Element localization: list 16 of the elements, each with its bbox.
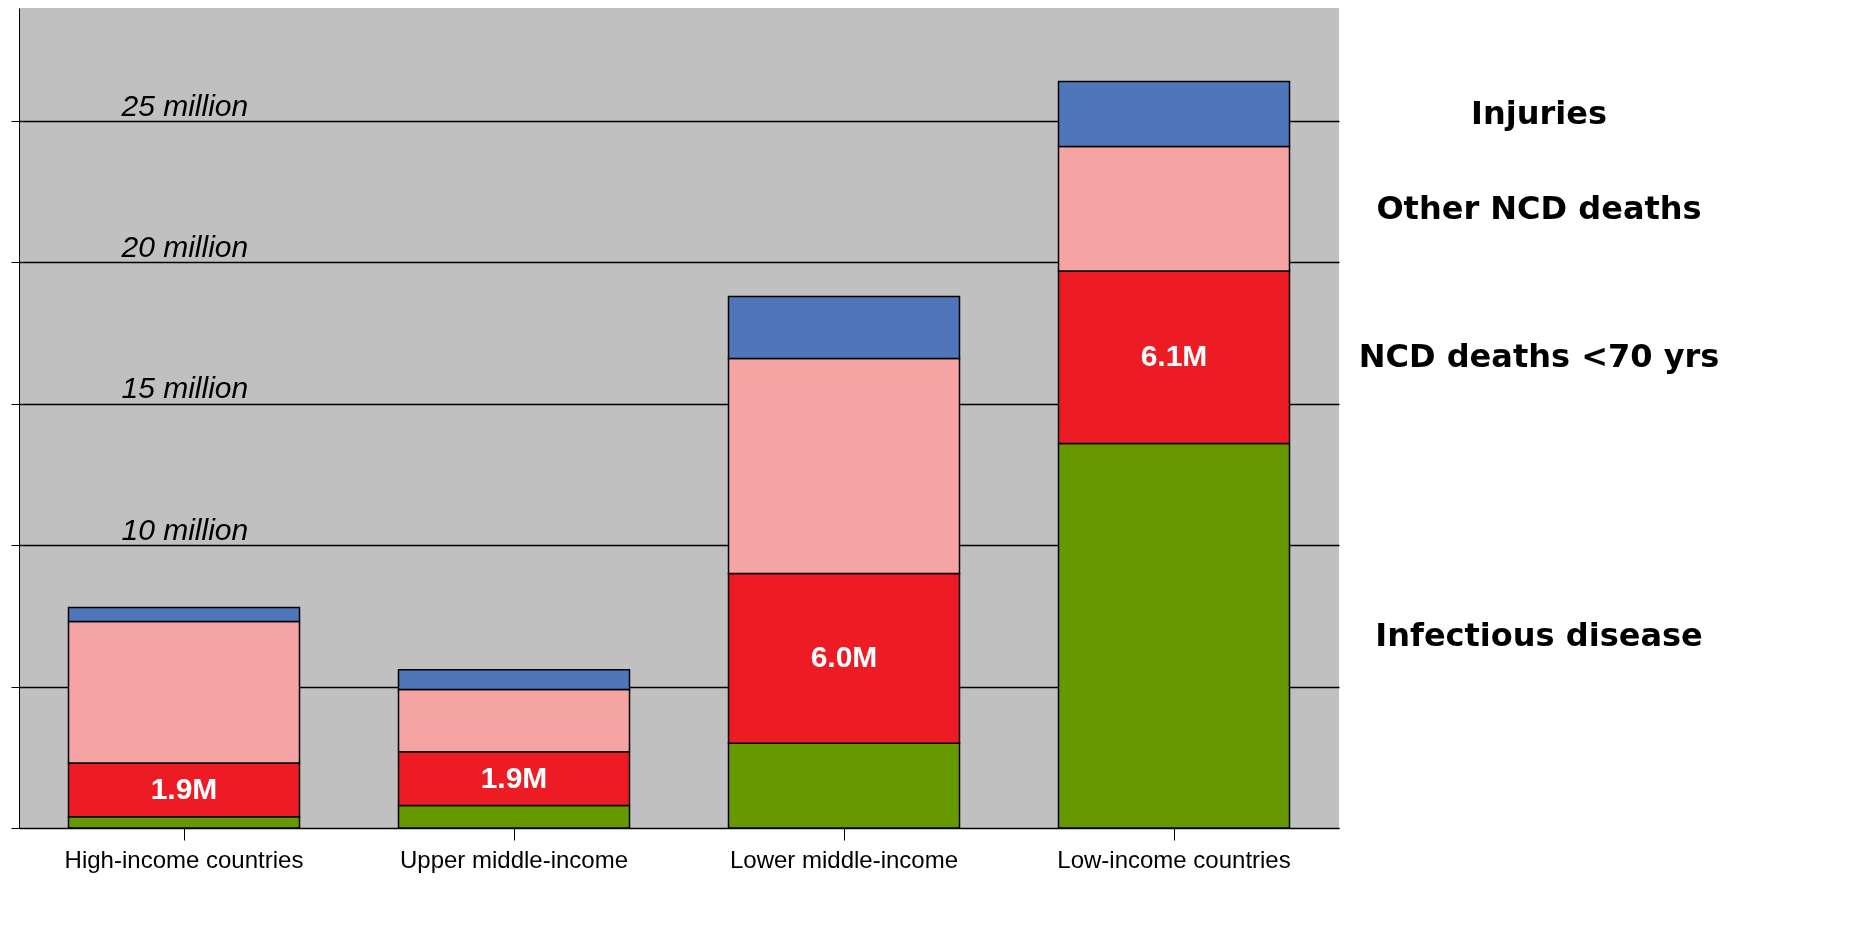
data-label: 6.0M [810,640,878,674]
x-tick-label: Upper middle-income [399,845,629,873]
y-tick-label: 15 million [121,371,249,405]
y-tick-label: 25 million [120,88,249,122]
x-tick-label: Low-income countries [1057,845,1291,873]
x-tick-label: High-income countries [64,845,304,873]
data-label: 1.9M [150,771,218,805]
text: NCD deaths <70 yrs [1358,337,1720,376]
y-tick-label: 20 million [120,229,249,263]
y-tick-label: 10 million [121,512,249,546]
data-label: 1.9M [480,760,548,794]
text: Infectious disease [1375,615,1703,654]
x-tick-label: Lower middle-income [729,845,959,873]
text: Other NCD deaths [1376,188,1702,227]
data-label: 6.1M [1140,339,1208,373]
text: Injuries [1471,94,1607,133]
